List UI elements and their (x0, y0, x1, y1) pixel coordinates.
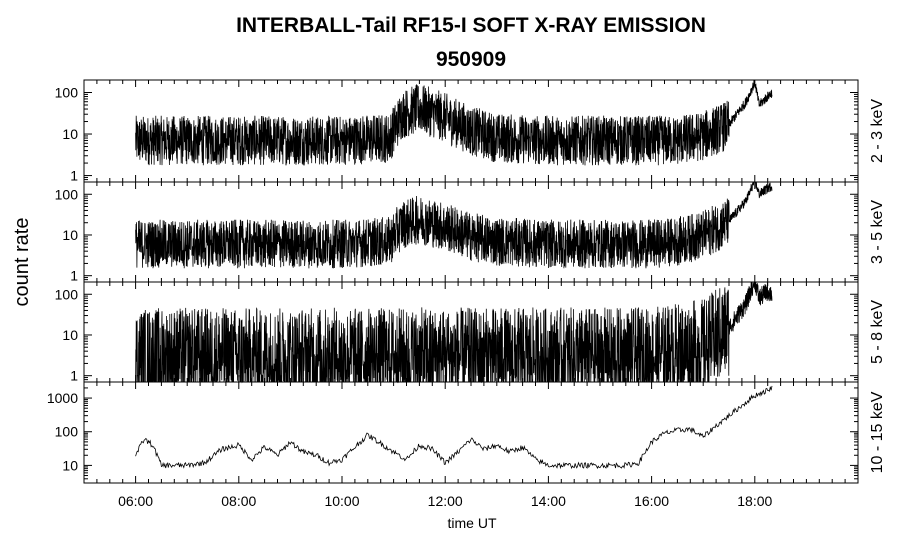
y-tick-label: 10 (62, 457, 78, 473)
y-tick-label: 1 (70, 268, 78, 284)
chart-subtitle: 950909 (435, 48, 507, 71)
x-tick-label: 12:00 (428, 493, 463, 509)
band-label: 5 - 8 keV (869, 300, 886, 364)
x-tick-label: 14:00 (531, 493, 566, 509)
x-tick-label: 10:00 (324, 493, 359, 509)
y-tick-label: 1000 (47, 390, 78, 406)
y-tick-label: 10 (62, 227, 78, 243)
y-tick-label: 1 (70, 168, 78, 184)
band-label: 10 - 15 keV (869, 391, 886, 473)
x-axis-label: time UT (448, 515, 497, 531)
y-tick-label: 100 (55, 424, 79, 440)
x-tick-label: 18:00 (737, 493, 772, 509)
series-line (135, 181, 773, 269)
panel-frame (83, 381, 859, 484)
series-line (135, 385, 773, 470)
y-tick-label: 10 (62, 327, 78, 343)
chart-title: INTERBALL-Tail RF15-I SOFT X-RAY EMISSIO… (236, 14, 706, 37)
y-tick-label: 10 (62, 126, 78, 142)
x-tick-label: 16:00 (634, 493, 669, 509)
y-tick-label: 100 (55, 186, 79, 202)
y-axis-label: count rate (11, 218, 33, 307)
y-tick-label: 100 (55, 85, 79, 101)
band-label: 3 - 5 keV (869, 200, 886, 264)
y-tick-label: 1 (70, 368, 78, 384)
series-line (135, 281, 773, 384)
x-tick-label: 08:00 (221, 493, 256, 509)
series-line (135, 79, 773, 166)
x-tick-label: 06:00 (118, 493, 153, 509)
band-label: 2 - 3 keV (869, 99, 886, 163)
y-tick-label: 100 (55, 286, 79, 302)
